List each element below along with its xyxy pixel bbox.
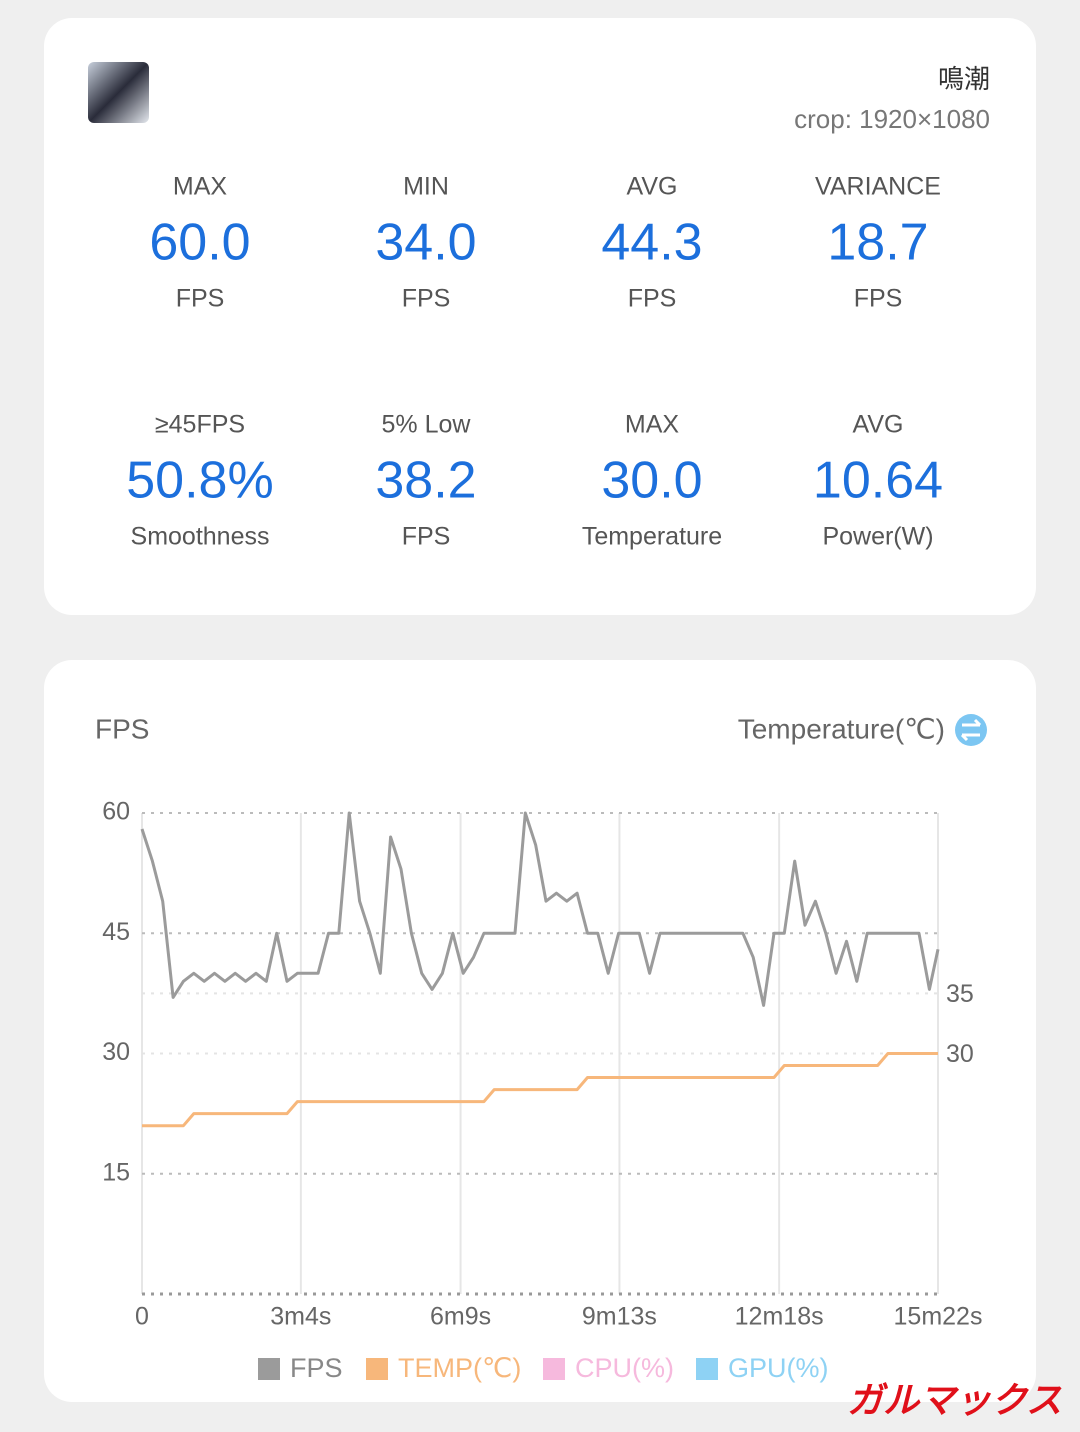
chart-card [44, 660, 1036, 1402]
legend-swatch [258, 1358, 280, 1380]
series-line [140, 811, 940, 1007]
stat-label: MAX [625, 411, 680, 439]
y2-tick-label: 30 [946, 1040, 974, 1068]
watermark: ガルマックス [847, 1380, 1062, 1421]
legend-label: TEMP(℃) [398, 1353, 521, 1383]
swap-button[interactable] [955, 714, 987, 746]
x-tick-label: 9m13s [582, 1303, 657, 1331]
y-axis-label: FPS [95, 713, 149, 744]
stat-label: VARIANCE [815, 173, 941, 201]
stat-unit: Smoothness [131, 523, 270, 551]
stat-unit: FPS [402, 285, 451, 313]
legend-label: CPU(%) [575, 1353, 674, 1383]
y-tick-label: 30 [102, 1038, 130, 1066]
stat-value: 34.0 [375, 214, 476, 272]
stats-card [44, 18, 1036, 615]
y-tick-label: 60 [102, 798, 130, 826]
x-tick-label: 15m22s [894, 1303, 983, 1331]
stat-unit: FPS [854, 285, 903, 313]
stat-value: 38.2 [375, 452, 476, 510]
x-tick-label: 0 [135, 1303, 149, 1331]
stat-label: AVG [853, 411, 904, 439]
series-line [142, 1052, 938, 1128]
stat-label: AVG [627, 173, 678, 201]
stat-label: MAX [173, 173, 228, 201]
stat-value: 30.0 [601, 452, 702, 510]
stat-unit: FPS [402, 523, 451, 551]
y2-tick-label: 35 [946, 980, 974, 1008]
legend-swatch [696, 1358, 718, 1380]
stat-value: 44.3 [601, 214, 702, 272]
stat-unit: FPS [176, 285, 225, 313]
stat-label: ≥45FPS [155, 411, 245, 439]
stat-unit: Temperature [582, 523, 722, 551]
x-tick-label: 3m4s [270, 1303, 331, 1331]
legend-swatch [366, 1358, 388, 1380]
stat-value: 50.8% [126, 452, 273, 510]
stat-unit: FPS [628, 285, 677, 313]
stat-label: 5% Low [382, 411, 472, 439]
resolution: crop: 1920×1080 [794, 104, 990, 134]
stat-value: 18.7 [827, 214, 928, 272]
legend-label: GPU(%) [728, 1353, 829, 1383]
y-tick-label: 45 [102, 918, 130, 946]
stat-label: MIN [403, 173, 449, 201]
x-tick-label: 6m9s [430, 1303, 491, 1331]
game-icon [88, 62, 149, 123]
stat-unit: Power(W) [822, 523, 933, 551]
stat-value: 60.0 [149, 214, 250, 272]
y2-axis-label: Temperature(℃) [738, 713, 945, 744]
legend-label: FPS [290, 1353, 343, 1383]
y-tick-label: 15 [102, 1158, 130, 1186]
game-name: 鳴潮 [938, 64, 990, 94]
stat-value: 10.64 [813, 452, 943, 510]
legend-swatch [543, 1358, 565, 1380]
x-tick-label: 12m18s [735, 1303, 824, 1331]
